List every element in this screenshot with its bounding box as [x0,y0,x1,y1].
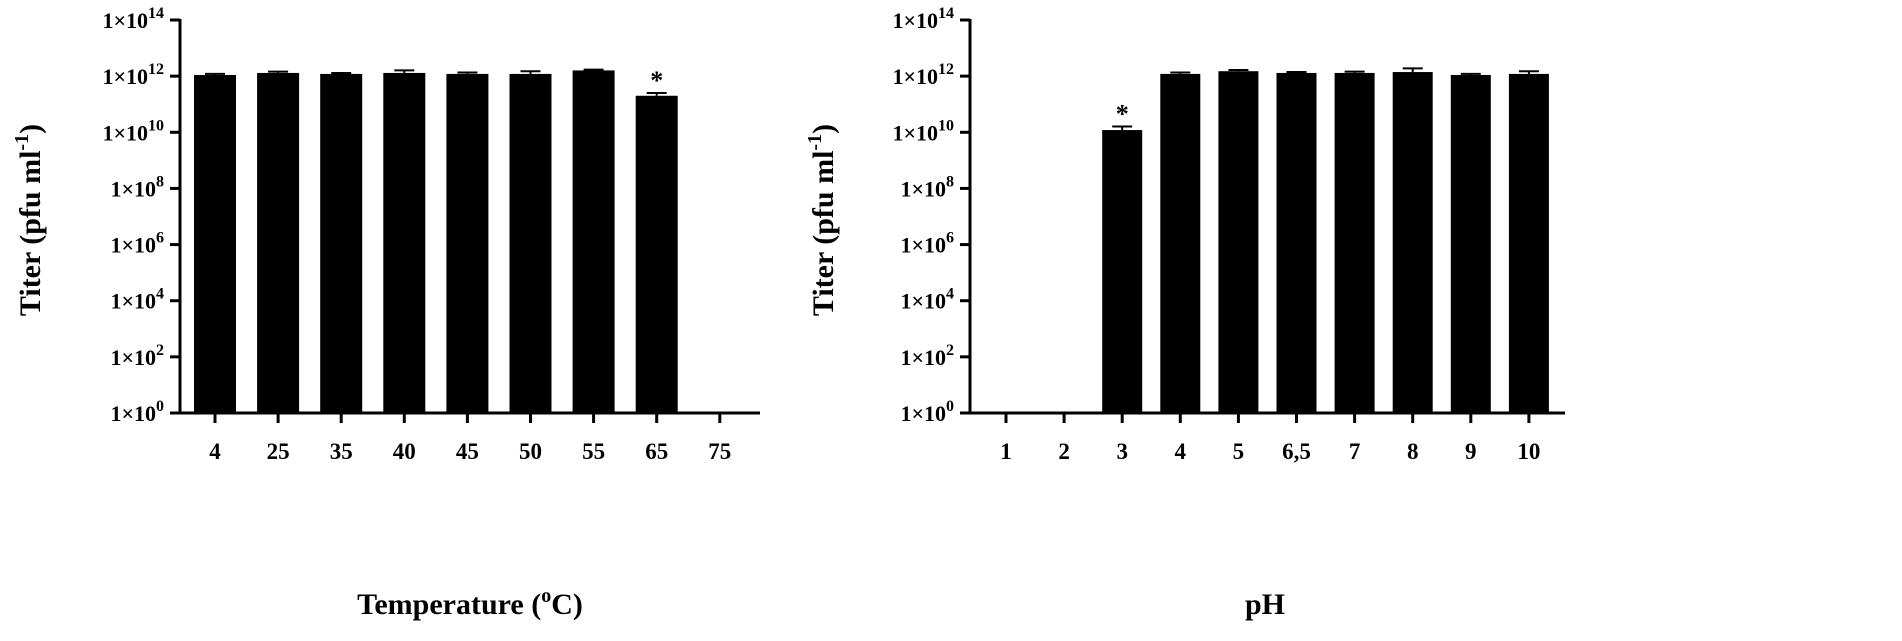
bar [1392,72,1433,413]
y-tick-label: 1×102 [110,342,164,370]
bar [509,73,552,413]
x-ticks: 1 2 3 4 5 6,5 7 8 9 10 [1000,413,1540,464]
bar [383,72,426,413]
bar [635,95,678,413]
x-tick-label: 6,5 [1282,439,1311,464]
x-axis-title: pH [1245,588,1285,621]
y-tick-label: 1×106 [110,230,164,258]
y-tick-label: 1×108 [900,173,954,201]
bar [1160,73,1201,413]
bar [194,74,236,414]
bar [1276,72,1317,413]
y-ticks: 1×100 1×102 1×104 1×106 1×108 1×1010 1×1012 1×1… [892,5,970,426]
bar [572,70,615,414]
x-tick-label: 50 [519,439,542,464]
x-tick-label: 35 [330,439,353,464]
x-tick-label: 4 [1175,439,1187,464]
x-tick-label: 2 [1058,439,1070,464]
x-tick-label: 55 [582,439,605,464]
x-ticks: 4 25 35 40 45 50 55 65 75 [209,413,731,464]
y-tick-label: 1×104 [110,286,164,314]
bar [446,73,489,413]
y-tick-label: 1×1012 [102,61,164,89]
y-tick-label: 1×108 [110,173,164,201]
y-tick-label: 1×1010 [892,117,954,145]
y-tick-label: 1×1014 [102,5,164,33]
bar [1102,130,1143,413]
bars: * [1102,67,1549,414]
y-axis-title: Titer (pfu ml-1) [11,124,47,316]
bar [1450,74,1491,414]
x-tick-label: 45 [456,439,479,464]
y-tick-label: 1×100 [110,398,164,426]
x-tick-label: 7 [1349,439,1361,464]
x-tick-label: 75 [708,439,731,464]
x-tick-label: 5 [1233,439,1245,464]
bar [1218,71,1259,414]
y-tick-label: 1×1014 [892,5,954,33]
y-tick-label: 1×106 [900,230,954,258]
bars: * [194,66,678,414]
x-tick-label: 4 [209,439,221,464]
y-ticks: 1×100 1×102 1×104 1×106 1×108 1×1010 1×1012 1×1… [102,5,180,426]
x-tick-label: 9 [1465,439,1477,464]
y-tick-label: 1×1012 [892,61,954,89]
x-tick-label: 10 [1517,439,1540,464]
x-tick-label: 40 [393,439,416,464]
bar [320,73,363,413]
bar [1508,73,1549,413]
y-tick-label: 1×102 [900,342,954,370]
significance-marker: * [650,66,663,95]
x-tick-label: 8 [1407,439,1419,464]
x-tick-label: 65 [645,439,668,464]
ph-chart: 1×100 1×102 1×104 1×106 1×108 1×1010 1×1012 1×1… [804,5,1565,621]
bar [257,72,300,413]
x-tick-label: 3 [1116,439,1128,464]
temperature-chart: 1×100 1×102 1×104 1×106 1×108 1×1010 1×1012 1×1… [11,5,760,621]
bar [1334,72,1375,413]
y-axis-title: Titer (pfu ml-1) [804,124,840,316]
significance-marker: * [1116,100,1129,129]
x-axis-title: Temperature (oC) [357,585,583,621]
y-tick-label: 1×1010 [102,117,164,145]
x-tick-label: 1 [1000,439,1012,464]
y-tick-label: 1×100 [900,398,954,426]
y-tick-label: 1×104 [900,286,954,314]
x-tick-label: 25 [267,439,290,464]
